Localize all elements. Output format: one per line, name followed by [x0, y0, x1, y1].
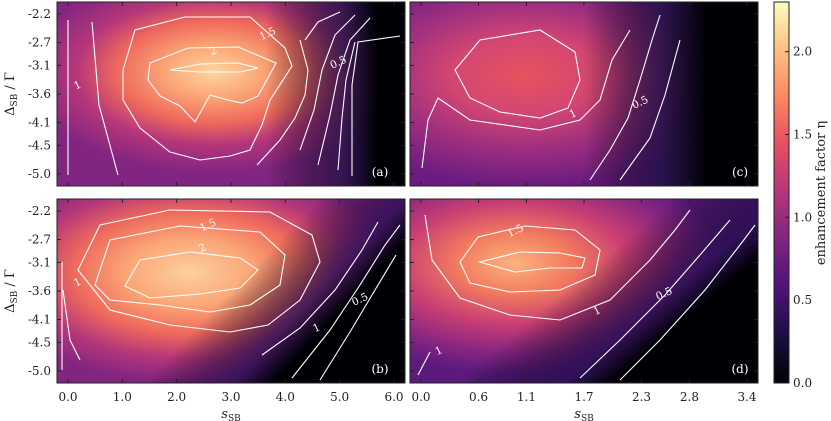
contour-label: 1: [592, 304, 603, 318]
x-tick-label: 2.3: [632, 390, 651, 404]
panel-b-contour-0-5-a: [291, 224, 401, 379]
y-tick-label: -5.0: [28, 167, 51, 181]
x-tick-label: 2.8: [680, 390, 699, 404]
panel-b-letter: (b): [371, 362, 388, 376]
panel-d-contour-0-5-b: [619, 224, 756, 381]
x-axis-title-left: sSB: [221, 407, 241, 421]
contour-label: 2: [208, 44, 219, 58]
panel-a-letter: (a): [372, 165, 389, 179]
x-tick-label: 3.0: [221, 390, 240, 404]
x-axis-ticks: 0.0 1.0 2.0 3.0 4.0 5.0 6.0 0.0 0.6 1.1 1.7 2.3 2.8 3…: [58, 2, 757, 404]
x-tick-label: 2.0: [167, 390, 186, 404]
x-tick-label: 0.6: [469, 390, 488, 404]
contour-label: 2: [197, 241, 208, 255]
contour-label: 1: [568, 107, 579, 121]
panel-a-contour-0-5-d: [337, 41, 356, 171]
contour-label: 1: [72, 79, 83, 93]
colorbar-tick-label: 1.5: [793, 128, 812, 142]
y-tick-label: -3.6: [28, 284, 51, 298]
panel-a-contour-2: [147, 46, 277, 123]
panel-c-contour-1: [454, 29, 581, 119]
y-axis-title-bottom: ΔSB / Γ: [3, 269, 20, 313]
panel-c-contour-1-left: [421, 29, 631, 169]
panel-b-contour-0-5-b: [319, 254, 397, 381]
y-tick-label: -3.6: [28, 87, 51, 101]
panel-b-dark-region: [57, 199, 405, 383]
x-tick-label: 1.1: [517, 390, 536, 404]
y-axis-title-top: ΔSB / Γ: [3, 72, 20, 116]
y-tick-label: -2.2: [28, 204, 51, 218]
panel-b-contour-2-2: [124, 251, 259, 299]
contour-label: 1: [72, 276, 83, 290]
x-tick-label: 1.0: [113, 390, 132, 404]
panel-d-contour-0-5-a: [579, 219, 731, 379]
y-tick-label: -5.0: [28, 364, 51, 378]
x-tick-label: 6.0: [384, 390, 403, 404]
panel-d-contour-1-7: [477, 251, 586, 273]
contour-label: 1: [433, 344, 444, 358]
panel-a-dark-region: [57, 2, 405, 186]
panel-a-contour-0-5-c: [317, 17, 371, 166]
panel-c: [410, 2, 758, 186]
x-tick-label: 5.0: [330, 390, 349, 404]
x-tick-label: 0.0: [411, 390, 430, 404]
colorbar-tick-label: 2.0: [793, 45, 812, 59]
x-axis-title-right: sSB: [574, 407, 594, 421]
panel-c-contours: [421, 14, 681, 181]
panel-b-contour-1-5: [77, 209, 321, 333]
panel-c-contour-0-5-b: [619, 39, 681, 181]
svg-text:ΔSB / Γ: ΔSB / Γ: [3, 269, 20, 313]
y-tick-label: -4.5: [28, 335, 51, 349]
panel-a-contour-2-2: [169, 62, 259, 73]
panel-a-contours: [67, 11, 401, 176]
y-tick-label: -2.2: [28, 7, 51, 21]
y-tick-label: -4.5: [28, 138, 51, 152]
panel-b: [57, 199, 405, 383]
panel-a-contour-1: [91, 21, 309, 176]
colorbar-label: enhancement factor η: [814, 121, 829, 265]
panel-c-letter: (c): [732, 165, 748, 179]
panel-d-dark-region: [410, 199, 758, 383]
panel-c-contour-0-5: [589, 14, 661, 181]
panel-a-contour-0-5-b: [299, 14, 356, 151]
panel-a: [57, 2, 405, 186]
x-tick-label: 4.0: [276, 390, 295, 404]
x-tick-label: 1.7: [574, 390, 593, 404]
colorbar-tick-label: 0.0: [793, 376, 812, 390]
y-tick-label: -4.1: [28, 116, 51, 130]
panel-d-letter: (d): [731, 362, 748, 376]
y-tick-label: -4.1: [28, 313, 51, 327]
panel-d-contour-1-5: [459, 225, 601, 293]
panel-d-contour-1: [424, 209, 691, 321]
panel-d-contour-1-corner: [417, 351, 431, 376]
panel-b-contour-1: [62, 221, 379, 361]
panel-a-contour-0-5-a: [304, 11, 341, 41]
y-tick-label: -3.1: [28, 255, 51, 269]
panel-c-dark-region: [410, 2, 758, 186]
colorbar-ticks: 0.0 0.5 1.0 1.5 2.0: [785, 45, 812, 390]
contour-label: 1: [311, 321, 322, 335]
x-tick-label: 3.4: [737, 390, 756, 404]
panel-b-contours: [61, 209, 401, 381]
colorbar: [773, 1, 790, 384]
y-axis-ticks: -2.2 -2.7 -3.1 -3.6 -4.1 -4.5 -5.0 -2.2 -2.7 -3.1…: [28, 7, 758, 378]
panel-b-contour-2: [94, 225, 286, 313]
x-tick-label: 0.0: [58, 390, 77, 404]
y-tick-label: -2.7: [28, 233, 51, 247]
colorbar-tick-label: 1.0: [793, 210, 812, 224]
panel-d: [410, 199, 758, 383]
svg-text:ΔSB / Γ: ΔSB / Γ: [3, 72, 20, 116]
panel-d-contours: [417, 209, 756, 381]
colorbar-tick-label: 0.5: [793, 293, 812, 307]
y-tick-label: -3.1: [28, 58, 51, 72]
panel-a-contour-1-5: [122, 16, 293, 161]
panel-a-contour-0-5-e: [351, 35, 401, 176]
y-tick-label: -2.7: [28, 36, 51, 50]
